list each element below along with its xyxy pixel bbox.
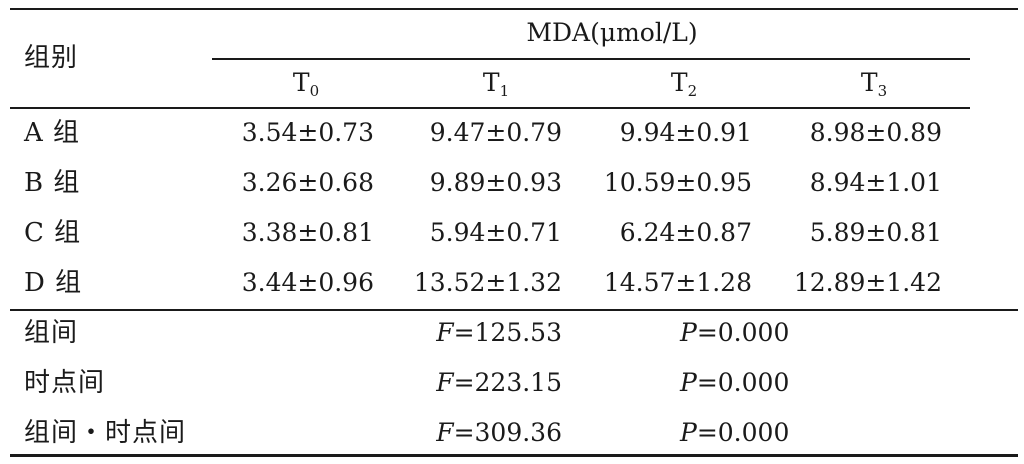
time-header-t1: T1 [482,68,510,100]
cell-value: 9.94±0.91 [619,118,752,147]
top-rule [10,8,1018,10]
cell-value: 14.57±1.28 [603,268,752,297]
time-header-t0: T0 [292,68,320,100]
p-value: P=0.000 [680,418,790,447]
bottom-rule [10,454,1018,457]
cell-value: 9.47±0.79 [429,118,562,147]
cell-value: 3.26±0.68 [241,168,374,197]
stats-label: 时点间 [24,368,106,398]
p-value: P=0.000 [680,318,790,347]
group-label: C 组 [24,218,82,248]
measure-header: MDA(μmol/L) [526,18,698,47]
time-header-t2: T2 [670,68,698,100]
cell-value: 5.94±0.71 [429,218,562,247]
group-header: 组别 [24,43,79,73]
f-statistic: F=125.53 [436,318,562,347]
group-label: D 组 [24,268,83,298]
stats-label: 组间・时点间 [24,418,187,448]
time-header-t3: T3 [860,68,888,100]
group-label: A 组 [24,118,81,148]
cell-value: 9.89±0.93 [429,168,562,197]
subheader-rule [212,58,970,60]
cell-value: 8.94±1.01 [809,168,942,197]
stats-label: 组间 [24,318,79,348]
cell-value: 12.89±1.42 [793,268,942,297]
p-value: P=0.000 [680,368,790,397]
cell-value: 3.38±0.81 [241,218,374,247]
cell-value: 8.98±0.89 [809,118,942,147]
header-bottom-rule [10,107,970,109]
f-statistic: F=309.36 [436,418,562,447]
cell-value: 3.44±0.96 [241,268,374,297]
cell-value: 13.52±1.32 [413,268,562,297]
stats-divider-rule [10,309,1018,311]
group-label: B 组 [24,168,81,198]
cell-value: 5.89±0.81 [809,218,942,247]
cell-value: 3.54±0.73 [241,118,374,147]
cell-value: 10.59±0.95 [603,168,752,197]
cell-value: 6.24±0.87 [619,218,752,247]
f-statistic: F=223.15 [436,368,562,397]
